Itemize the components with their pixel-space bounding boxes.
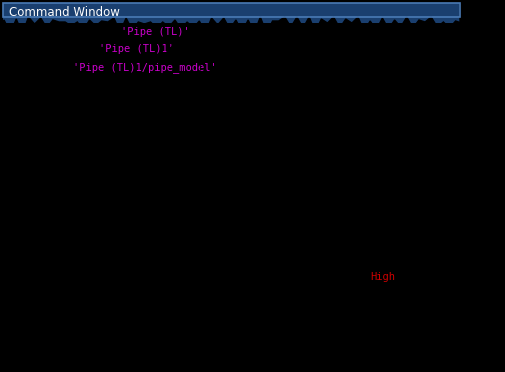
Text: -2.8839e+01: -2.8839e+01: [211, 202, 279, 212]
Polygon shape: [0, 17, 505, 372]
Text: Nu_B: Nu_B: [20, 150, 45, 160]
Text: |'1': |'1': [279, 132, 305, 142]
Text: energy: energy: [20, 272, 58, 282]
Text: |'K': |'K': [279, 254, 305, 265]
Text: 210: 210: [261, 289, 279, 299]
Text: T_B: T_B: [20, 254, 39, 265]
Text: |'kJ': |'kJ': [279, 272, 311, 282]
Text: None: None: [369, 254, 394, 264]
Text: Phi_B: Phi_B: [20, 185, 51, 195]
Text: ,pipeOP);: ,pipeOP);: [164, 45, 220, 55]
Text: |'1': |'1': [279, 150, 305, 160]
Text: 'Pipe (TL)': 'Pipe (TL)': [121, 27, 189, 37]
Text: None: None: [369, 132, 394, 142]
Text: |'kW': |'kW': [279, 202, 311, 212]
Text: T_A: T_A: [20, 237, 39, 248]
Text: mdot_A: mdot_A: [20, 289, 58, 301]
Text: >> pipeOP = get(op,: >> pipeOP = get(op,: [8, 27, 139, 37]
Text: Q_H: Q_H: [20, 202, 39, 213]
Text: High: High: [369, 272, 394, 282]
Text: 'Pipe (TL)1/pipe_model': 'Pipe (TL)1/pipe_model': [72, 62, 216, 73]
Text: |'K': |'K': [279, 219, 305, 230]
Text: ans =: ans =: [8, 80, 52, 90]
Text: -210: -210: [255, 307, 279, 317]
Text: |'kg/s': |'kg/s': [279, 289, 323, 300]
Text: 333.0000: 333.0000: [230, 237, 279, 247]
Text: 5.9225e+07: 5.9225e+07: [217, 272, 279, 282]
Text: None: None: [369, 307, 394, 317]
Text: mdot_B: mdot_B: [20, 307, 58, 318]
Text: OperatingPoint with children:: OperatingPoint with children:: [8, 97, 214, 107]
FancyBboxPatch shape: [3, 3, 459, 23]
Text: |'K': |'K': [279, 237, 305, 247]
Text: 2886.8671: 2886.8671: [223, 132, 279, 142]
Text: None: None: [369, 150, 394, 160]
Text: 332.9780: 332.9780: [230, 254, 279, 264]
Text: T: T: [20, 219, 26, 230]
Text: None: None: [369, 167, 394, 177]
Text: Command Window: Command Window: [9, 6, 120, 19]
Text: |'kg/s': |'kg/s': [279, 307, 323, 317]
Text: None: None: [369, 202, 394, 212]
Text: None: None: [369, 185, 394, 195]
Text: 'Pipe (TL)1': 'Pipe (TL)1': [99, 45, 174, 55]
Text: None: None: [369, 237, 394, 247]
Text: |'kW': |'kW': [279, 185, 311, 195]
Text: None: None: [369, 219, 394, 230]
Text: Phi_A: Phi_A: [20, 167, 51, 178]
Text: 2885.5012: 2885.5012: [223, 150, 279, 160]
Polygon shape: [459, 0, 505, 32]
Text: -1.2954e+05: -1.2954e+05: [211, 185, 279, 195]
Text: >> op = set(op,: >> op = set(op,: [8, 45, 114, 55]
Text: None: None: [369, 289, 394, 299]
Text: ): ): [196, 62, 202, 72]
Text: >> op.get(: >> op.get(: [8, 62, 83, 72]
Text: Nu_A: Nu_A: [20, 132, 45, 143]
Text: ------------------------------------------------: ----------------------------------------…: [8, 115, 332, 125]
Text: |'kW': |'kW': [279, 167, 311, 177]
Text: 332.9780: 332.9780: [230, 219, 279, 230]
Text: );: );: [180, 27, 192, 37]
FancyBboxPatch shape: [3, 17, 459, 23]
Text: 1.2957e+05: 1.2957e+05: [217, 167, 279, 177]
